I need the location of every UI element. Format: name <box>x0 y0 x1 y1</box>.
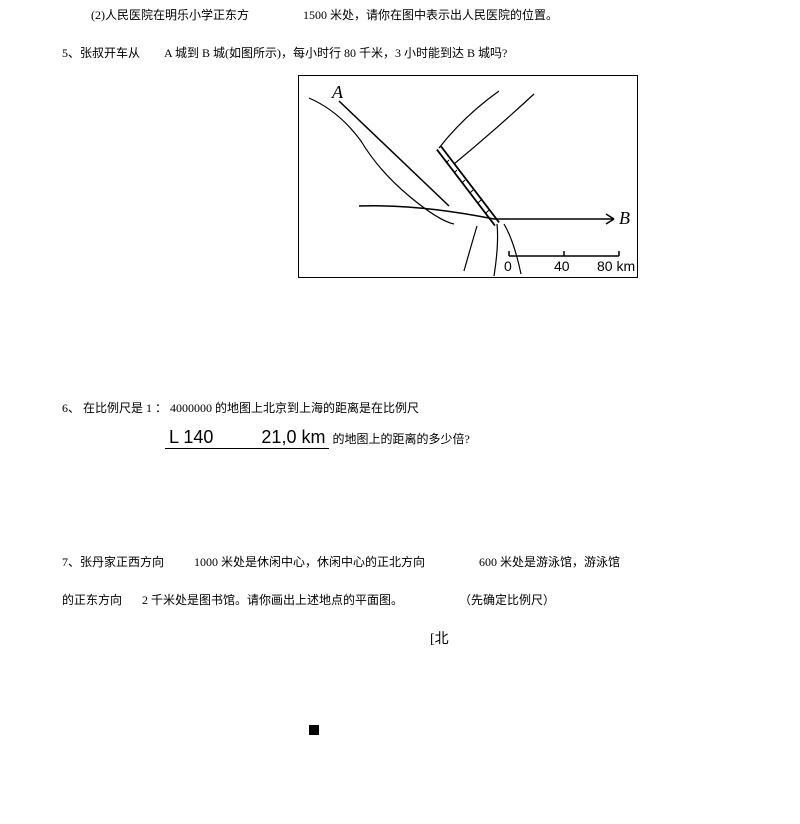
q7-2b: 2 千米处是图书馆。请你画出上述地点的平面图。 <box>142 593 403 607</box>
q5-middle: A 城到 B 城(如图所示)，每小时行 80 千米，3 小时能到达 B 城吗? <box>164 46 507 60</box>
map-svg: A B 0 40 80 km <box>299 76 639 279</box>
q6-line1: 6、 在比例尺是 1 ： 4000000 的地图上北京到上海的距离是在比例尺 <box>62 401 419 415</box>
scale-40: 40 <box>554 258 570 274</box>
q7-1a: 7、张丹家正西方向 <box>62 555 164 569</box>
q2-prefix: (2)人民医院在明乐小学正东方 <box>91 8 249 22</box>
q7-1b: 1000 米处是休闲中心，休闲中心的正北方向 <box>194 555 425 569</box>
road-branch-ne2 <box>454 94 534 164</box>
scale-0: 0 <box>504 258 512 274</box>
q2-distance: 1500 米处，请你在图中表示出人民医院的位置。 <box>303 8 558 22</box>
label-a: A <box>331 82 344 102</box>
q6-underline: L 140 21,0 km <box>165 427 329 449</box>
road-branch-s2 <box>494 224 498 276</box>
road-branch-s1 <box>464 226 477 271</box>
black-square-marker <box>309 725 319 735</box>
q6-suffix: 的地图上的距离的多少倍? <box>332 432 469 446</box>
q5-prefix: 5、张叔开车从 <box>62 46 140 60</box>
road-thick-inner <box>439 148 497 224</box>
road-branch-ne1 <box>439 91 499 148</box>
road-a-main <box>339 101 449 206</box>
q7-1c: 600 米处是游泳馆，游泳馆 <box>479 555 620 569</box>
q6-ul-right: 21,0 km <box>261 427 325 447</box>
q7-2c: （先确定比例尺） <box>459 593 555 607</box>
label-b: B <box>619 208 630 228</box>
q7-2a: 的正东方向 <box>62 593 122 607</box>
scale-80: 80 km <box>597 258 635 274</box>
q6-ul-left: L 140 <box>169 427 213 447</box>
map-figure: A B 0 40 80 km <box>298 75 638 278</box>
north-label: [北 <box>430 628 449 648</box>
